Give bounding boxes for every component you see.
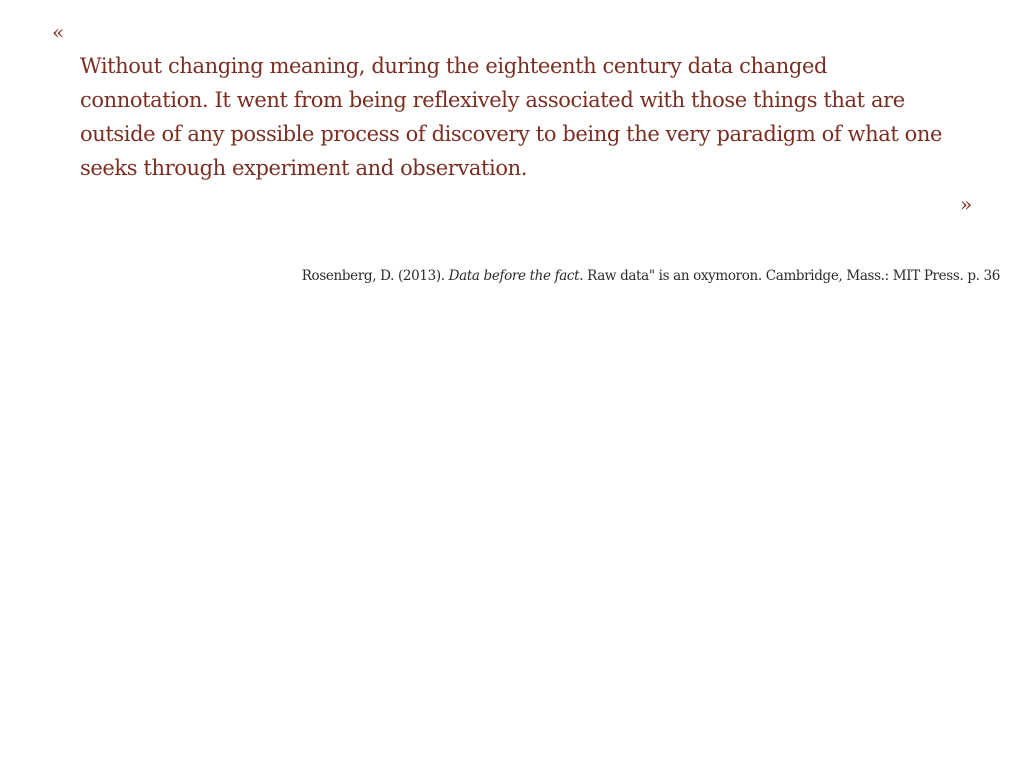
citation-title: Data before the fact [448,268,580,284]
citation-prefix: Rosenberg, D. (2013). [301,268,449,284]
close-quote-mark: » [960,192,973,216]
open-quote-mark: « [52,20,65,44]
quote-text: Without changing meaning, during the eig… [80,54,943,180]
citation: Rosenberg, D. (2013). Data before the fa… [301,266,1001,286]
citation-suffix: . Raw data" is an oxymoron. Cambridge, M… [579,268,1000,284]
